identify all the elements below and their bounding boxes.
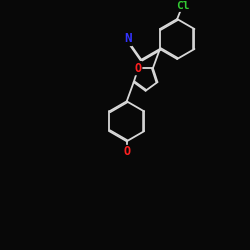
Text: O: O <box>135 62 142 75</box>
Text: Cl: Cl <box>176 1 189 11</box>
Text: O: O <box>123 146 130 158</box>
Text: N: N <box>124 32 132 46</box>
